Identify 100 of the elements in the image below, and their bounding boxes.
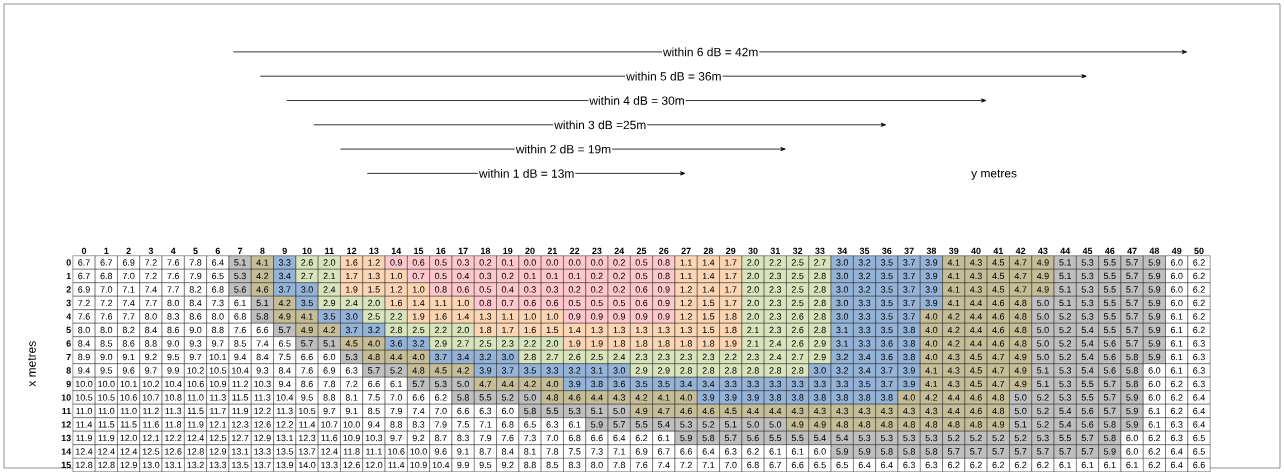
data-label: 3.3 [546,367,559,374]
data-label: 6.4 [1170,448,1183,455]
data-label: 1.8 [613,340,626,347]
data-label: 10.4 [232,367,249,374]
data-label: 5.9 [1126,394,1138,401]
x-tick-label: 9 [282,247,287,255]
data-label: 4.8 [546,394,559,401]
data-label: 8.3 [568,461,581,469]
data-label: 7.9 [390,407,403,415]
data-label: 8.5 [234,340,246,347]
data-label: 5.0 [1037,299,1049,307]
data-label: 11.9 [187,421,204,428]
data-label: 8.8 [524,461,536,469]
data-label: 4.3 [969,259,982,266]
data-label: 1.2 [680,313,692,320]
data-label: 5.3 [1081,299,1094,307]
data-label: 1.6 [346,259,358,266]
data-label: 8.2 [122,326,135,334]
data-label: 12.0 [120,434,137,442]
data-label: 3.2 [368,326,380,334]
data-label: 11.3 [165,407,182,415]
data-label: 6.9 [78,286,90,293]
data-label: 6.1 [1170,326,1183,334]
data-label: 12.1 [142,434,160,442]
data-label: 10.4 [165,380,182,388]
data-label: 2.0 [457,326,469,334]
data-label: 12.3 [232,421,249,428]
data-label: 2.9 [435,340,447,347]
data-label: 2.7 [546,353,559,361]
data-label: 8.6 [189,313,202,320]
data-label: 2.3 [702,353,715,361]
data-label: 5.5 [769,434,782,442]
data-label: 4.9 [992,421,1005,428]
y-tick-label: 12 [61,421,71,428]
data-label: 13.3 [209,461,227,469]
data-label: 0.5 [568,299,581,307]
data-label: 4.9 [791,421,804,428]
data-label: 4.6 [969,407,982,415]
data-label: 8.6 [301,380,313,388]
data-label: 5.7 [970,448,982,455]
x-tick-label: 37 [904,247,914,255]
data-label: 0.1 [501,259,514,266]
data-label: 7.8 [323,380,336,388]
data-label: 0.0 [591,259,603,266]
data-label: 13.2 [187,461,204,469]
data-label: 5.0 [747,421,759,428]
data-label: 2.5 [479,340,492,347]
data-label: 5.7 [1081,448,1094,455]
x-tick-label: 17 [458,247,468,255]
data-label: 3.3 [858,326,871,334]
x-tick-label: 47 [1127,247,1137,255]
data-label: 7.8 [613,461,626,469]
data-label: 5.0 [1037,340,1049,347]
data-label: 0.9 [657,286,670,293]
data-label: 5.9 [1148,286,1161,293]
x-tick-label: 43 [1038,247,1048,255]
data-label: 2.0 [546,340,559,347]
data-label: 4.2 [947,326,960,334]
data-label: 4.7 [657,407,670,415]
data-label: 7.0 [122,272,135,280]
data-label: 5.7 [1037,448,1049,455]
data-label: 0.5 [434,272,447,280]
data-label: 3.0 [836,286,849,293]
data-label: 4.1 [925,380,938,388]
data-label: 9.6 [435,448,447,455]
data-label: 2.5 [412,326,425,334]
data-label: 3.8 [769,394,782,401]
data-label: 4.7 [992,380,1005,388]
data-label: 12.8 [98,461,115,469]
data-label: 5.5 [1059,434,1072,442]
data-label: 6.2 [1170,407,1183,415]
data-label: 4.8 [1014,326,1027,334]
data-label: 12.5 [142,448,160,455]
data-label: 6.7 [78,259,90,266]
data-label: 2.4 [769,340,782,347]
data-label: 5.7 [724,434,737,442]
data-label: 2.8 [747,367,759,374]
data-label: 1.1 [502,313,514,320]
data-label: 7.3 [591,448,603,455]
data-label: 2.3 [769,313,782,320]
data-label: 5.3 [1059,380,1072,388]
data-label: 2.9 [635,367,648,374]
data-label: 7.6 [167,272,180,280]
data-label: 6.1 [658,434,670,442]
data-label: 1.8 [479,326,492,334]
data-label: 12.2 [254,407,271,415]
data-label: 9.4 [78,367,90,374]
y-tick-label: 3 [66,299,71,307]
data-label: 3.5 [301,299,313,307]
y-tick-label: 14 [61,448,72,455]
data-label: 5.2 [1014,434,1027,442]
data-label: 6.2 [970,461,982,469]
y-tick-label: 13 [61,434,71,442]
data-label: 11.8 [343,448,360,455]
data-label: 5.0 [1037,326,1049,334]
text: within 6 dB = 42m [662,47,758,57]
data-label: 6.1 [234,299,246,307]
x-tick-label: 3 [148,247,154,255]
data-label: 6.2 [1193,272,1205,280]
data-label: 1.8 [702,340,715,347]
